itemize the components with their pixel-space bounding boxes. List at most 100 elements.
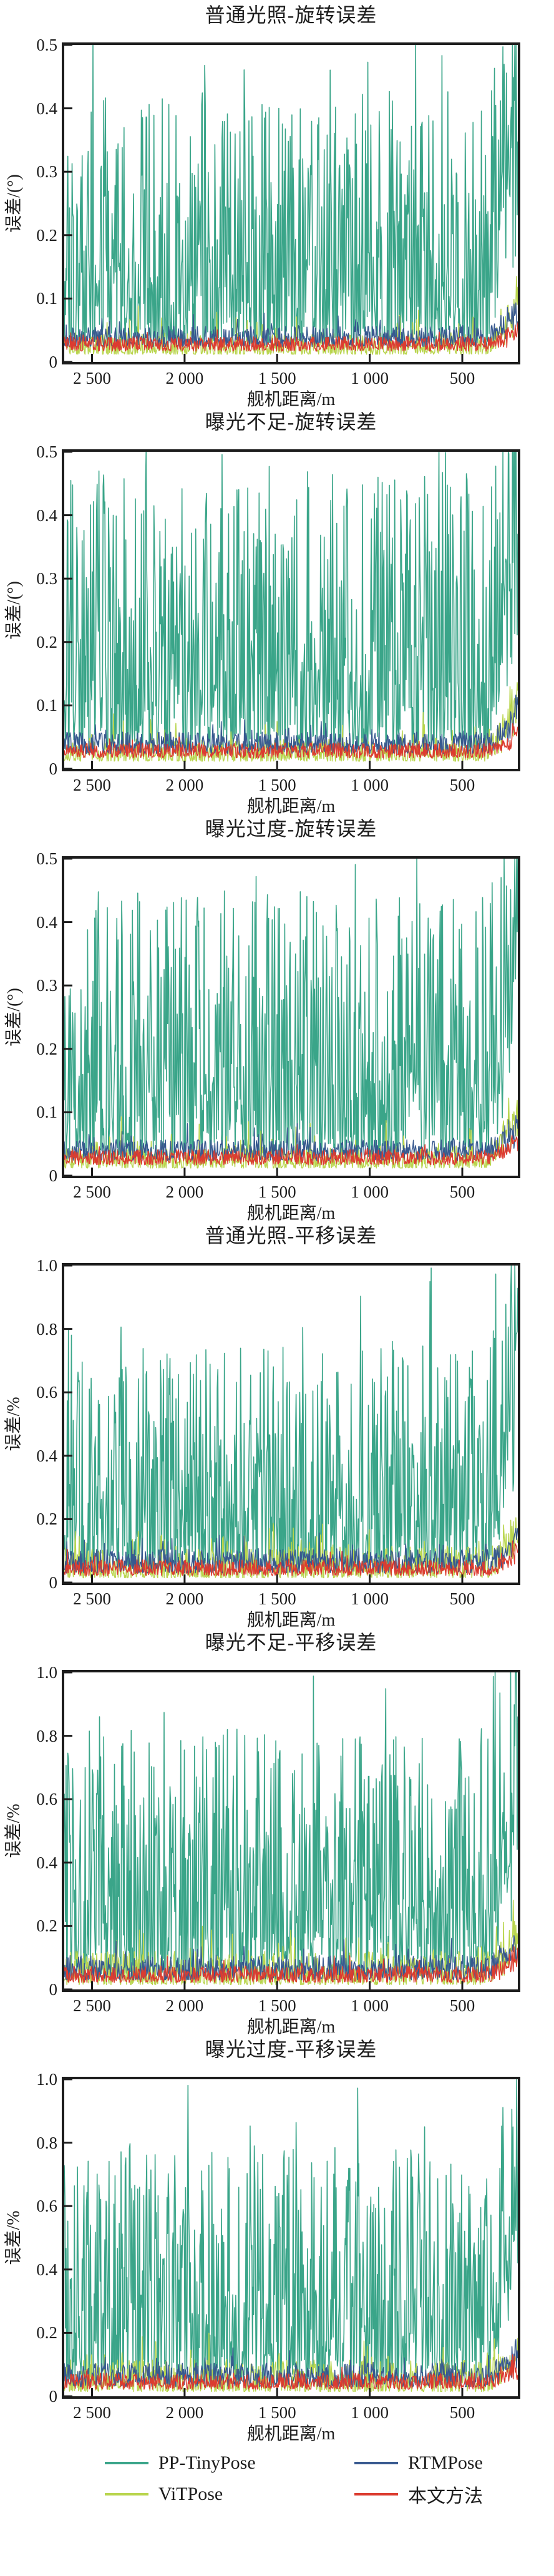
axis-ticks: [64, 2079, 464, 2396]
y-tick-label: 0: [49, 759, 58, 778]
legend-item-rtmpose: RTMPose: [354, 2447, 554, 2479]
plot-area: [62, 449, 520, 771]
y-tick-label: 0.3: [36, 162, 57, 182]
plot-canvas: [64, 452, 518, 769]
x-tick-label: 1 500: [258, 1996, 296, 2015]
y-tick-label: 0.8: [36, 1319, 57, 1339]
plot-area: [62, 2077, 520, 2399]
y-axis-label: 误差/%: [4, 1803, 24, 1858]
chart-title: 曝光过度-平移误差: [205, 2038, 377, 2061]
y-tick-label: 0.3: [36, 976, 57, 995]
y-tick-label: 0.3: [36, 569, 57, 588]
x-axis-label: 舰机距离/m: [246, 1204, 336, 1223]
x-axis-label: 舰机距离/m: [246, 797, 336, 816]
plot-area: [62, 856, 520, 1178]
chart-panel: 曝光不足-平移误差 误差/% 0 0.2 0.4 0.6 0.8 1.0 2 500 2 0…: [0, 1627, 554, 2037]
y-tick-label: 0.1: [36, 289, 57, 308]
y-tick-label: 0.2: [36, 1916, 57, 1936]
x-tick-label: 2 500: [73, 1589, 111, 1608]
chart-title: 曝光不足-旋转误差: [205, 411, 377, 433]
x-axis-label: 舰机距离/m: [246, 1611, 336, 1630]
y-axis-label-wrap: 误差/%: [0, 1672, 25, 1989]
y-axis-label: 误差/(°): [4, 581, 24, 640]
x-tick-label: 1 000: [351, 1589, 389, 1608]
x-tick-label: 1 500: [258, 1183, 296, 1201]
y-tick-label: 1.0: [36, 1663, 57, 1682]
y-tick-label: 0.8: [36, 2133, 57, 2152]
chart-panel: 普通光照-平移误差 误差/% 0 0.2 0.4 0.6 0.8 1.0 2 500 2 0…: [0, 1221, 554, 1630]
y-tick-label: 0: [49, 353, 58, 371]
y-tick-label: 0.6: [36, 2197, 57, 2216]
chart-panel: 曝光过度-旋转误差 误差/(°) 0 0.1 0.2 0.3 0.4 0.5 2 500 2…: [0, 814, 554, 1223]
y-tick-label: 0.1: [36, 1103, 57, 1122]
y-tick-label: 0.4: [36, 912, 57, 932]
x-axis-label: 舰机距离/m: [246, 2424, 336, 2444]
plot-canvas: [64, 45, 518, 362]
y-axis-label: 误差/(°): [4, 988, 24, 1046]
y-tick-label: 0.2: [36, 2323, 57, 2343]
y-tick-label: 0: [49, 1166, 58, 1185]
x-tick-label: 500: [449, 1589, 475, 1608]
y-tick-label: 1.0: [36, 1256, 57, 1275]
plot-canvas: [64, 2079, 518, 2396]
charts-container: 普通光照-旋转误差 误差/(°) 0 0.1 0.2 0.3 0.4 0.5 2 500 2…: [0, 4, 554, 2444]
y-tick-label: 0.8: [36, 1726, 57, 1745]
x-tick-label: 2 500: [73, 2403, 111, 2422]
x-tick-label: 2 000: [165, 2403, 204, 2422]
plot-area: [62, 1263, 520, 1585]
chart-panel: 曝光不足-旋转误差 误差/(°) 0 0.1 0.2 0.3 0.4 0.5 2 500 2…: [0, 407, 554, 816]
x-tick-label: 2 000: [165, 1589, 204, 1608]
x-tick-label: 2 000: [165, 1183, 204, 1201]
y-tick-label: 0: [49, 1573, 58, 1592]
x-tick-label: 500: [449, 369, 475, 388]
y-tick-label: 1.0: [36, 2070, 57, 2089]
chart-title: 普通光照-平移误差: [205, 1224, 377, 1247]
y-axis-label: 误差/%: [4, 2210, 24, 2265]
series-line-RTMPose: [64, 1935, 518, 1981]
x-tick-label: 500: [449, 776, 475, 794]
y-tick-label: 0.6: [36, 1790, 57, 1809]
y-tick-label: 0.2: [36, 1510, 57, 1529]
y-axis-label: 误差/%: [4, 1397, 24, 1451]
x-axis-label: 舰机距离/m: [246, 2017, 336, 2037]
x-tick-label: 500: [449, 1996, 475, 2015]
x-tick-label: 2 000: [165, 369, 204, 388]
series-line-PP-TinyPose: [64, 859, 518, 1158]
series-line-本文方法: [64, 322, 518, 352]
y-axis-label: 误差/(°): [4, 174, 24, 233]
chart-panel: 曝光过度-平移误差 误差/% 0 0.2 0.4 0.6 0.8 1.0 2 500 2 0…: [0, 2034, 554, 2444]
axis-ticks: [64, 859, 464, 1176]
legend-item-pp-tinypose: PP-TinyPose: [105, 2447, 354, 2479]
x-tick-label: 1 000: [351, 1996, 389, 2015]
x-tick-label: 2 500: [73, 1183, 111, 1201]
x-tick-label: 1 500: [258, 776, 296, 794]
plot-area: [62, 1670, 520, 1992]
series-line-本文方法: [64, 1946, 518, 1983]
x-tick-label: 500: [449, 1183, 475, 1201]
series-line-PP-TinyPose: [64, 2079, 518, 2381]
x-tick-label: 2 500: [73, 369, 111, 388]
series-line-本文方法: [64, 1134, 518, 1166]
x-axis-label: 舰机距离/m: [246, 390, 336, 409]
y-tick-label: 0.4: [36, 99, 57, 118]
y-axis-label-wrap: 误差/(°): [0, 452, 25, 769]
chart-title: 曝光不足-平移误差: [205, 1631, 377, 1654]
y-tick-label: 0: [49, 2387, 58, 2406]
series-line-PP-TinyPose: [64, 1266, 518, 1568]
series-line-PP-TinyPose: [64, 452, 518, 751]
y-tick-label: 0.4: [36, 1853, 57, 1872]
legend-line-swatch-ours: [354, 2493, 398, 2496]
x-tick-label: 2 000: [165, 1996, 204, 2015]
axis-ticks: [64, 1672, 464, 1989]
legend-line-swatch-pp-tinypose: [105, 2462, 148, 2464]
y-tick-label: 0.5: [36, 442, 57, 461]
y-tick-label: 0.2: [36, 632, 57, 651]
series-line-本文方法: [64, 1540, 518, 1576]
legend-line-swatch-vitpose: [105, 2493, 148, 2496]
x-tick-label: 2 500: [73, 1996, 111, 2015]
x-tick-label: 1 500: [258, 2403, 296, 2422]
chart-title: 普通光照-旋转误差: [205, 4, 377, 26]
axis-ticks: [64, 452, 464, 769]
y-tick-label: 0.4: [36, 1446, 57, 1465]
